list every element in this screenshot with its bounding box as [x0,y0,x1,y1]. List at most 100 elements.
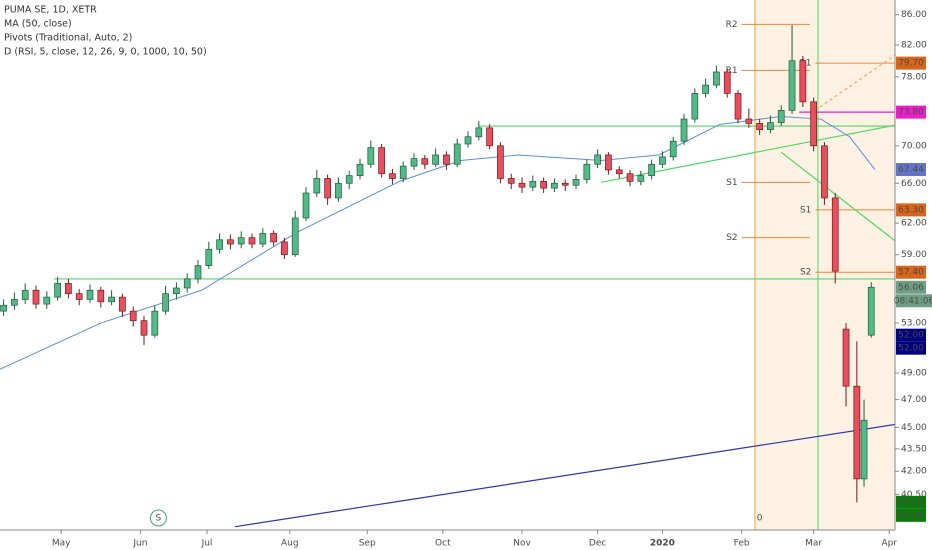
countdown: 08:41:06 [894,296,932,306]
candle-body [11,299,18,306]
candle-body [756,123,763,130]
y-tick-label: 59.00 [901,250,927,260]
x-tick-label: 2020 [650,539,675,549]
y-tick-label: 47.00 [901,395,927,405]
candle-body [21,289,29,300]
pivot-label: R1 [726,66,738,76]
y-tick-label: 66.00 [901,179,927,189]
candle-body [594,154,601,165]
candle-body [302,192,310,219]
candle-body [335,182,342,199]
candle-body [583,163,591,180]
candle-body [637,175,645,182]
price-label-box [896,56,926,70]
x-tick-label: Dec [589,539,606,549]
candle-body [32,289,40,305]
price-label-box [896,105,926,119]
price-label-box [896,508,926,522]
legend-ma: MA (50, close) [4,19,72,30]
candle-body [248,237,256,245]
candle-body [648,163,655,176]
y-tick-label: 45.00 [901,423,927,433]
candle-body [205,248,213,266]
candle-body [356,163,364,176]
price-label: 40.00 [898,498,924,508]
candle-body [821,145,828,199]
annotation-circle [149,509,167,527]
candle-body [723,71,731,94]
candle-body [281,241,288,256]
x-tick-label: Nov [513,539,531,549]
candle-body [270,233,277,243]
price-label-box [896,341,926,355]
y-tick-label: 53.00 [901,319,927,329]
x-tick-label: Mar [805,539,822,549]
candle-body [745,118,753,124]
candle-body [216,239,223,250]
legend-pivots: Pivots (Traditional, Auto, 2) [4,33,132,44]
candle-body [734,93,742,120]
annotation: 0 [757,514,763,524]
pivot-label: S1 [726,178,737,188]
x-tick-label: Feb [734,539,750,549]
price-label: 52.00 [898,331,924,341]
candle-body [518,182,526,188]
legend-symbol: PUMA SE, 1D, XETR [4,5,97,16]
candle-body [507,178,515,184]
candle-body [669,140,677,158]
candle-body [561,182,569,186]
trendline [234,423,896,528]
candle-body [410,158,418,167]
price-label-box [896,328,926,342]
candle-body [399,165,407,179]
candle-body [259,233,267,245]
price-label: 56.06 [898,283,924,293]
candle-body [475,127,483,138]
candle-body [702,84,709,94]
candle-body [324,178,331,199]
candle-body [227,239,234,245]
price-label-box [896,280,926,294]
candle-body [173,287,180,295]
pivot-label: R2 [726,20,738,30]
candle-body [140,320,148,336]
y-tick-label: 86.00 [901,10,927,20]
candle-body [421,158,429,165]
candle-body [367,147,375,165]
candle-body [497,145,504,179]
candle-body [788,60,796,111]
y-tick-label: 82.00 [901,40,927,50]
candle-body [605,154,612,171]
candle-body [831,197,839,272]
pivot-label: S1 [800,205,811,215]
candle-body [453,143,461,165]
trendline [809,54,896,115]
candle-body [799,60,807,103]
candle-body [853,385,861,480]
x-tick-label: Oct [435,539,451,549]
candle-body [540,181,547,189]
candle-body [713,71,720,86]
legend-indicator: D (RSI, 5, close, 12, 26, 9, 0, 1000, 10… [4,47,207,58]
x-tick-label: Apr [881,539,897,549]
x-tick-label: Jul [201,539,213,549]
candle-body [867,286,875,336]
y-tick-label: 70.00 [901,141,927,151]
annotation: S [156,514,162,524]
price-label: 63.30 [898,205,924,215]
candle-body [810,101,817,147]
candle-body [313,178,321,194]
x-tick-label: May [52,539,71,549]
candle-body [615,169,623,175]
price-label: 73.80 [898,108,924,118]
candle-body [464,136,472,145]
candle-body [75,293,83,300]
y-tick-label: 43.50 [901,444,927,454]
candle-body [194,265,202,280]
y-tick-label: 40.50 [901,490,927,500]
pivot-label: S2 [800,268,811,278]
price-label: 57.40 [898,268,924,278]
candle-body [626,173,634,182]
candle-body [162,293,169,312]
